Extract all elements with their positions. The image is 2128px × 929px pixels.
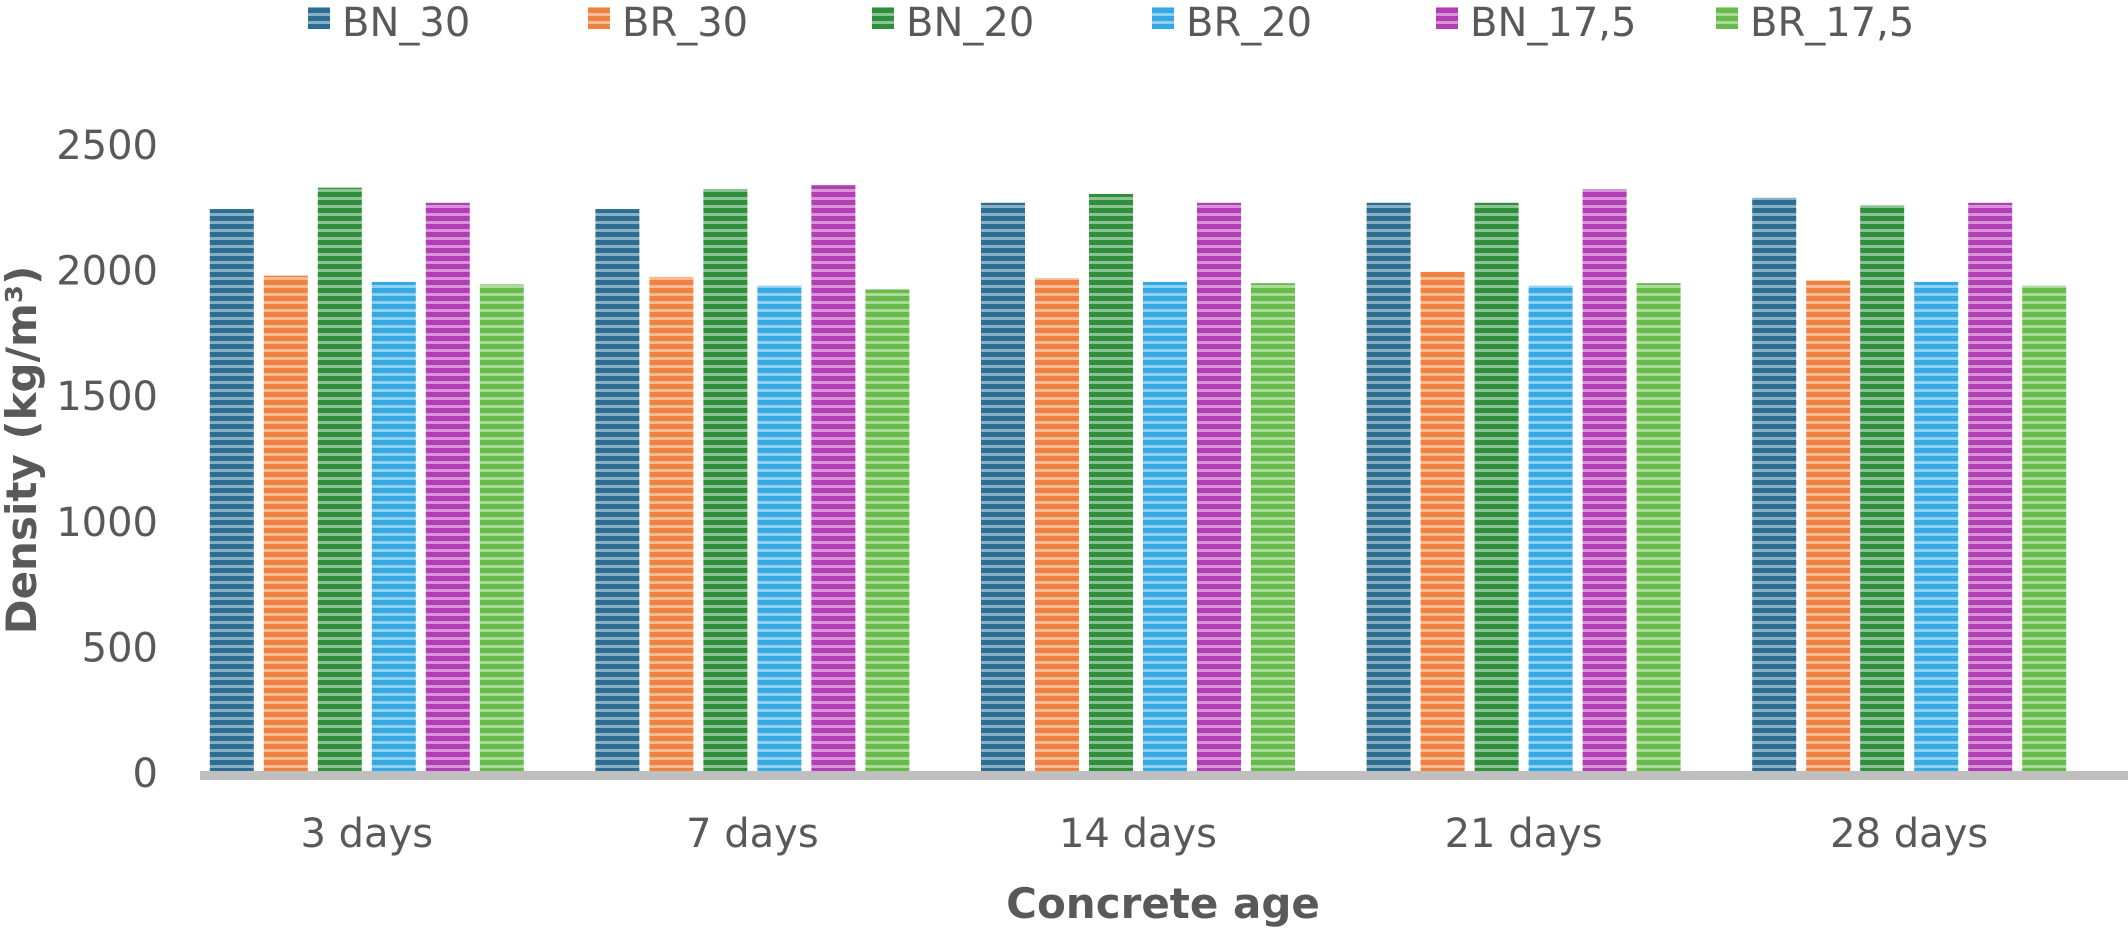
bar-BR_20-7-days	[757, 285, 802, 773]
y-tick-label: 0	[133, 751, 158, 797]
bar-BN_20-3-days	[317, 187, 362, 774]
legend-label: BN_30	[342, 0, 470, 46]
x-tick-label: 14 days	[1059, 811, 1217, 857]
legend-swatch	[588, 7, 610, 29]
legend-label: BN_17,5	[1470, 0, 1636, 46]
bar-BR_17,5-21-days	[1636, 283, 1681, 773]
y-tick-label: 2000	[56, 249, 158, 295]
y-tick-label: 500	[82, 625, 158, 671]
bar-BR_30-14-days	[1035, 278, 1079, 773]
x-tick-label: 3 days	[301, 811, 434, 857]
y-tick-label: 1500	[56, 374, 158, 420]
bar-BN_30-14-days	[981, 202, 1025, 773]
bar-BR_30-7-days	[649, 276, 694, 773]
y-axis-ticks: 0 500 1000 1500 2000 2500	[56, 123, 158, 797]
legend: BN_30 BR_30 BN_20 BR_20 BN_17,5 BR_17,5	[308, 0, 1914, 46]
legend-swatch	[308, 7, 330, 29]
y-axis-title: Density (kg/m³)	[0, 266, 46, 635]
bar-BN_20-21-days	[1474, 202, 1519, 773]
y-tick-label: 2500	[56, 123, 158, 169]
bar-BR_20-14-days	[1143, 281, 1187, 773]
legend-swatch	[1436, 7, 1458, 29]
legend-label: BR_17,5	[1750, 0, 1914, 46]
bar-BR_17,5-28-days	[2022, 285, 2067, 773]
legend-swatch	[1716, 7, 1738, 29]
legend-swatch	[1152, 7, 1174, 29]
bar-BN_30-21-days	[1366, 202, 1411, 773]
bar-BN_17,5-14-days	[1197, 202, 1241, 773]
legend-label: BR_20	[1186, 0, 1312, 46]
bar-BN_17,5-28-days	[1968, 202, 2013, 773]
y-tick-label: 1000	[56, 500, 158, 546]
legend-label: BN_20	[906, 0, 1034, 46]
bar-BN_30-3-days	[209, 209, 254, 773]
bar-BN_17,5-3-days	[425, 202, 470, 773]
legend-label: BR_30	[622, 0, 748, 46]
bars	[209, 185, 2067, 774]
bar-BN_20-28-days	[1860, 205, 1905, 774]
x-tick-label: 21 days	[1445, 811, 1603, 857]
bar-BR_20-3-days	[371, 281, 416, 773]
bar-BR_30-21-days	[1420, 271, 1465, 773]
x-tick-label: 28 days	[1830, 811, 1988, 857]
bar-BN_20-7-days	[703, 188, 748, 773]
bar-BR_30-3-days	[263, 275, 308, 773]
bar-BR_20-28-days	[1914, 281, 1959, 773]
x-axis-ticks: 3 days 7 days 14 days 21 days 28 days	[301, 811, 1989, 857]
x-tick-label: 7 days	[686, 811, 819, 857]
bar-BR_17,5-3-days	[479, 284, 524, 773]
x-axis-line	[200, 771, 2128, 780]
legend-swatch	[872, 7, 894, 29]
bar-BN_30-28-days	[1752, 197, 1797, 773]
bar-BR_17,5-14-days	[1251, 283, 1295, 773]
bar-BR_30-28-days	[1806, 280, 1851, 773]
bar-BR_17,5-7-days	[865, 289, 910, 773]
bar-BN_17,5-21-days	[1582, 188, 1627, 773]
bar-BR_20-21-days	[1528, 285, 1573, 773]
bar-BN_17,5-7-days	[811, 185, 856, 773]
bar-BN_20-14-days	[1089, 193, 1133, 773]
bar-BN_30-7-days	[595, 209, 640, 773]
x-axis-title: Concrete age	[1006, 879, 1320, 928]
